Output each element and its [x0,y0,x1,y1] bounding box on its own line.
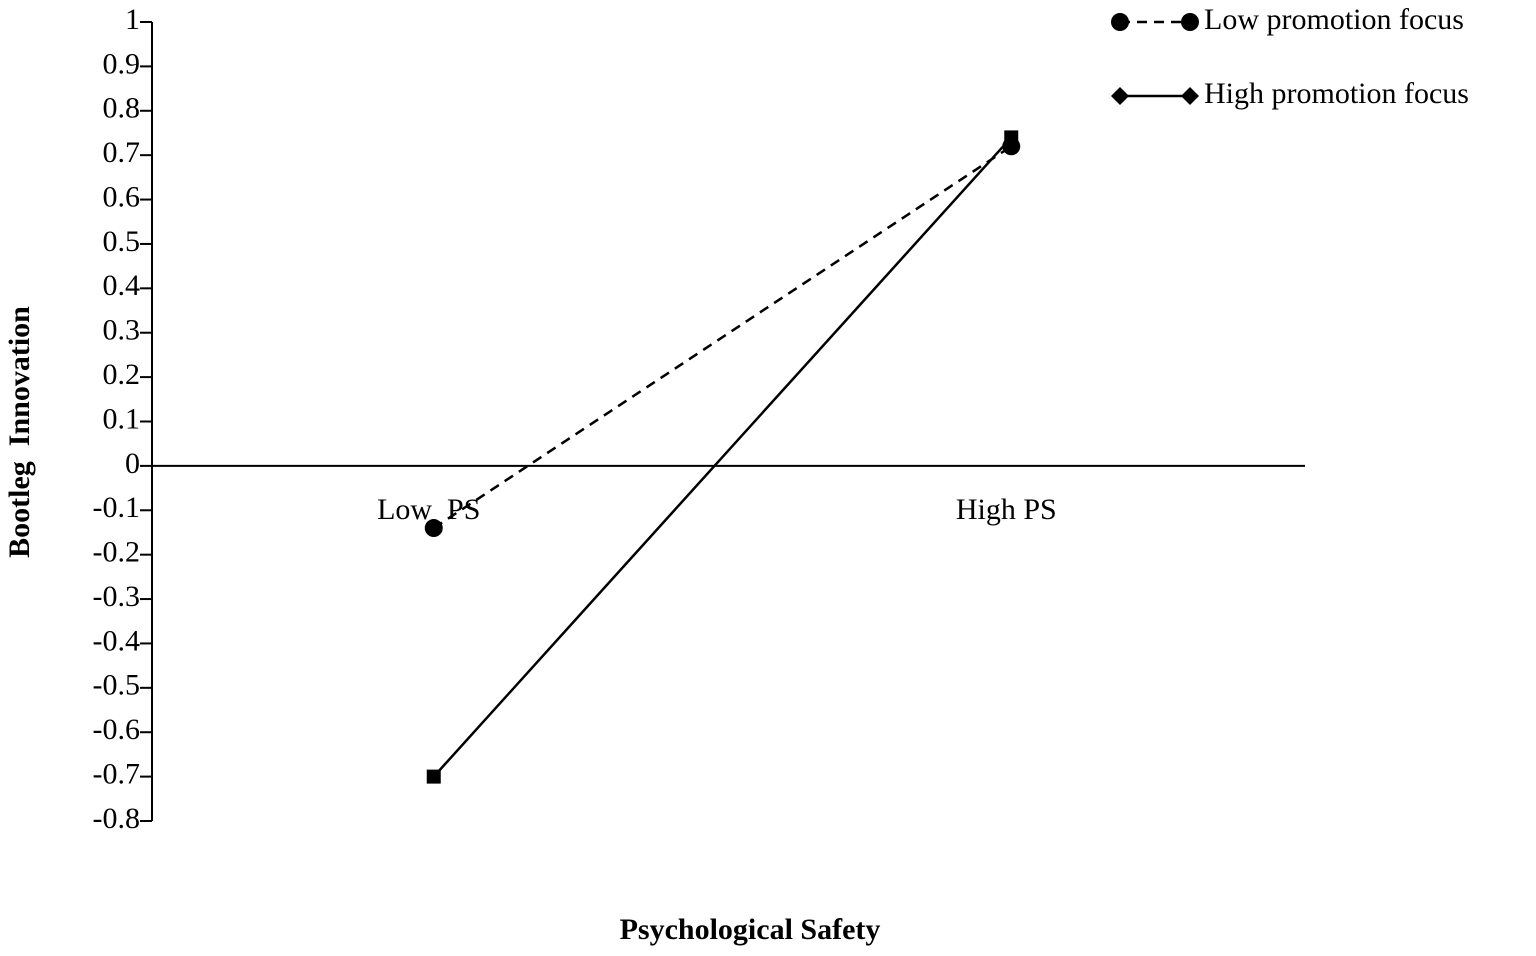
y-tick-label: 1 [125,3,140,36]
y-tick-label: -0.4 [93,624,141,657]
y-tick-label: 0.1 [103,402,141,435]
y-axis-title: Bootleg Innovation [3,306,36,558]
y-tick-label: -0.2 [93,536,141,569]
y-tick-label: 0.3 [103,314,141,347]
series-line [433,145,1012,530]
legend-marker [1181,87,1199,105]
y-tick-label: -0.1 [93,491,141,524]
y-tick-label: 0.8 [103,92,141,125]
marker [1004,130,1019,145]
y-tick-label: 0.7 [103,136,141,169]
x-tick-label: High PS [956,493,1057,526]
marker [424,519,443,538]
y-tick-label: 0.5 [103,225,141,258]
y-tick-label: 0.2 [103,358,141,391]
y-tick-label: 0 [125,447,140,480]
y-tick-label: 0.4 [103,269,141,302]
marker [426,769,441,784]
legend-label: Low promotion focus [1204,3,1464,36]
x-axis-title: Psychological Safety [620,913,881,946]
y-tick-label: -0.3 [93,580,141,613]
y-tick-label: -0.7 [93,758,141,791]
legend-marker [1181,13,1199,31]
y-tick-label: 0.9 [103,47,141,80]
legend-marker [1111,87,1129,105]
legend-marker [1111,13,1129,31]
y-tick-label: -0.6 [93,713,141,746]
y-tick-label: -0.5 [93,669,141,702]
y-tick-label: 0.6 [103,180,141,213]
series-line [432,136,1013,778]
y-tick-label: -0.8 [93,802,141,835]
legend-label: High promotion focus [1204,77,1469,110]
